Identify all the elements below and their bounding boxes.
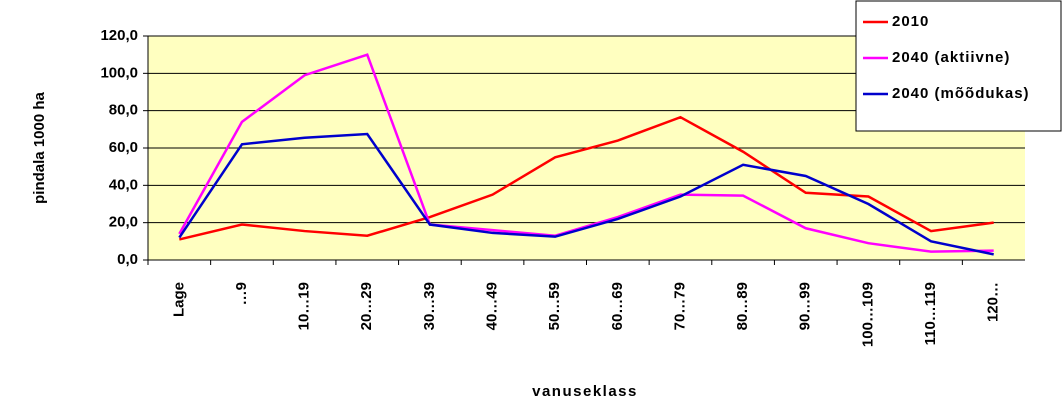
x-tick-label: 70…79 (671, 282, 688, 330)
x-tick-label: 40…49 (484, 282, 501, 330)
x-tick-label: Lage (170, 282, 187, 317)
x-tick-label: 10…19 (296, 282, 313, 330)
x-tick-label: 110…119 (922, 282, 939, 345)
y-tick-label: 40,0 (109, 176, 138, 193)
y-axis-title: pindala 1000 ha (31, 91, 48, 203)
y-tick-label: 0,0 (117, 251, 138, 268)
y-tick-label: 60,0 (109, 139, 138, 156)
x-tick-label: …9 (233, 282, 250, 305)
legend-label: 2040 (mõõdukas) (892, 85, 1030, 102)
y-tick-label: 120,0 (100, 27, 138, 44)
series-line (178, 53, 994, 253)
x-axis-title: vanuseklass (532, 383, 638, 400)
x-tick-label: 80…89 (734, 282, 751, 330)
legend-label: 2040 (aktiivne) (892, 49, 1010, 66)
x-tick-label: 100…109 (859, 282, 876, 347)
series-line (179, 115, 994, 241)
y-tick-label: 100,0 (100, 64, 138, 81)
x-tick-label: 60…69 (609, 282, 626, 330)
legend-box (855, 0, 1062, 132)
legend-label: 2010 (892, 13, 929, 30)
x-tick-label: 30…39 (421, 282, 438, 330)
series-line (178, 132, 994, 256)
x-tick-label: 120… (985, 282, 1002, 322)
x-tick-label: 90…99 (797, 282, 814, 330)
x-tick-label: 20…29 (358, 282, 375, 330)
x-tick-label: 50…59 (546, 282, 563, 330)
y-tick-label: 20,0 (109, 214, 138, 231)
y-tick-label: 80,0 (109, 102, 138, 119)
